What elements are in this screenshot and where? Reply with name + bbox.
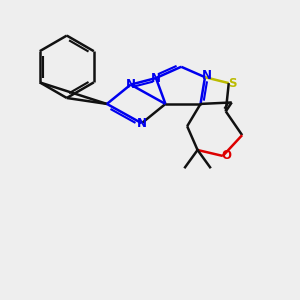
Text: N: N <box>137 117 147 130</box>
Text: O: O <box>221 149 231 162</box>
Text: S: S <box>228 76 237 90</box>
Text: N: N <box>126 78 136 91</box>
Text: N: N <box>202 69 212 82</box>
Text: N: N <box>151 72 161 85</box>
